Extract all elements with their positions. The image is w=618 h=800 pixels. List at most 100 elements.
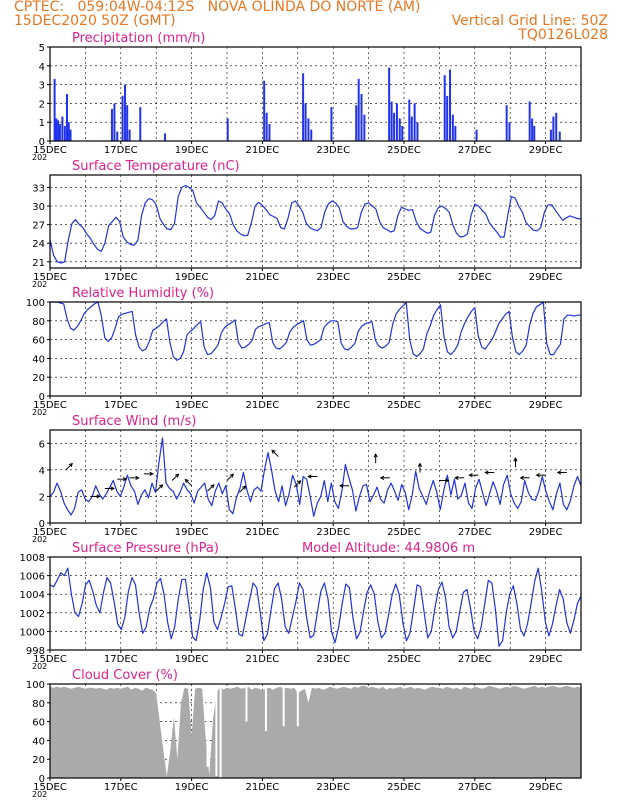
precip-bar [268,124,271,141]
y-tick-label: 24 [32,239,45,250]
x-tick-label: 21DEC [246,782,280,793]
precip-bar [57,120,60,141]
precip-bar [531,118,534,141]
y-tick-label: 1000 [20,627,45,638]
series-line [50,301,581,361]
x-tick-label: 17DEC [104,782,138,793]
x-tick-label: 19DEC [175,272,209,283]
x-tick-label: 23DEC [316,145,350,156]
x-tick-label: 23DEC [316,272,350,283]
title-humidity: Relative Humidity (%) [72,286,214,301]
y-tick-label: 1 [39,118,45,129]
precip-bar [416,122,419,141]
x-tick-label: 29DEC [529,400,563,411]
precip-bar [533,125,536,141]
precip-bar [307,118,310,141]
x-tick-label: 17DEC [104,400,138,411]
precip-bar [265,112,268,141]
cloud-dip [245,684,248,722]
x-tick-label: 21DEC [246,272,280,283]
y-tick-label: 4 [39,62,45,73]
x-tick-label: 19DEC [175,654,209,665]
panel-frame [49,301,582,397]
y-tick-label: 30 [32,202,45,213]
x-tick-label: 27DEC [458,527,492,538]
y-tick-label: 60 [32,718,45,729]
wind-arrow-head [68,462,73,468]
y-tick-label: 20 [32,755,45,766]
y-tick-label: 60 [32,336,45,347]
x-tick-label: 17DEC [104,654,138,665]
x-tick-label: 19DEC [175,527,209,538]
wind-arrow-head [271,449,276,454]
x-tick-label: 17DEC [104,272,138,283]
x-tick-label: 25DEC [387,654,421,665]
precip-bar [505,105,508,141]
precip-bar [330,107,333,141]
x-tick-label: 25DEC [387,400,421,411]
x-tick-label: 23DEC [316,400,350,411]
precip-bar [449,69,452,141]
y-tick-label: 80 [32,317,45,328]
precip-bar [116,131,119,141]
precip-bar [113,103,116,141]
wind-arrow [155,484,163,492]
y-tick-label: 100 [26,298,45,309]
header-title-line1: CPTEC: 059:04W-04:12S NOVA OLINDA DO NOR… [14,0,421,15]
precip-bar [126,105,129,141]
x-tick-label: 27DEC [458,400,492,411]
wind-arrow-head [297,480,302,485]
wind-arrow [207,484,215,492]
x-tick-label: 27DEC [458,782,492,793]
x-year-fragment: 202 [32,280,47,289]
cloud-dip [264,684,267,731]
x-year-fragment: 202 [32,790,47,799]
x-tick-label: 27DEC [458,272,492,283]
y-tick-label: 27 [32,221,45,232]
wind-arrow-head [184,478,189,483]
title-temperature: Surface Temperature (nC) [72,159,240,174]
precip-bar [110,109,113,141]
x-tick-label: 23DEC [316,654,350,665]
y-tick-label: 1002 [20,609,45,620]
wind-arrow-head [556,470,562,475]
wind-arrow [65,463,73,471]
wind-arrow [171,473,179,481]
precip-bar [310,129,313,141]
wind-arrow-head [468,473,473,478]
precip-bar [552,116,555,141]
y-tick-label: 40 [32,354,45,365]
precip-bar [401,125,404,141]
precip-bar [549,129,552,141]
precip-bar [139,107,142,141]
x-tick-label: 25DEC [387,145,421,156]
x-tick-label: 29DEC [529,527,563,538]
cloud-dip [296,684,299,727]
y-tick-label: 6 [39,439,45,450]
precip-bar [67,122,70,141]
precip-bar [65,94,68,141]
x-year-fragment: 202 [32,662,47,671]
precip-bar [263,80,266,141]
x-tick-label: 15DEC [33,145,67,156]
precip-bar [355,105,358,141]
precip-bar [443,75,446,141]
x-tick-label: 21DEC [246,145,280,156]
wind-arrow [184,479,192,487]
x-tick-label: 15DEC [33,654,67,665]
y-tick-label: 1008 [20,553,45,564]
x-tick-label: 15DEC [33,782,67,793]
wind-arrow-head [484,470,489,475]
x-tick-label: 17DEC [104,145,138,156]
precip-bar [395,103,398,141]
precip-bar [393,112,396,141]
precip-bar [508,122,511,141]
precip-bar [164,133,167,141]
x-tick-label: 29DEC [529,654,563,665]
title-precipitation: Precipitation (mm/h) [72,31,205,46]
title-pressure: Surface Pressure (hPa) [72,541,219,556]
wind-arrow-head [149,471,154,476]
panel-frame [49,174,582,269]
wind-arrow-head [210,484,215,489]
